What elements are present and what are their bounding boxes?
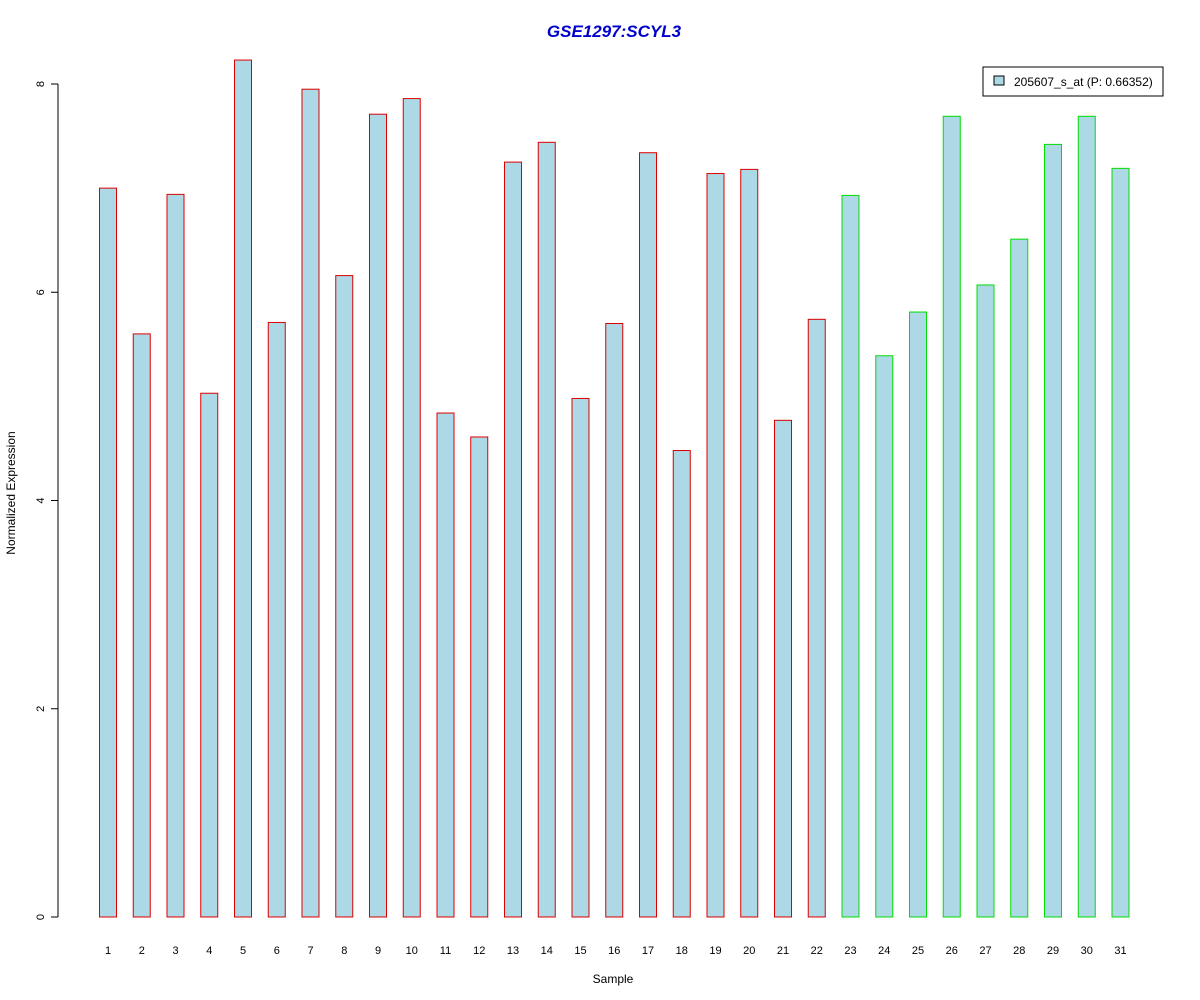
bar-sample-13 [504, 161, 522, 918]
x-tick-label: 7 [307, 945, 313, 957]
x-tick-label: 17 [642, 945, 654, 957]
bar-sample-23 [841, 194, 860, 918]
bar-sample-11 [436, 412, 455, 918]
x-tick-label: 12 [473, 945, 485, 957]
x-tick-label: 23 [844, 945, 856, 957]
x-tick-label: 26 [946, 945, 958, 957]
x-tick-label: 30 [1081, 945, 1093, 957]
y-axis: 0 2 4 6 8 [35, 81, 59, 920]
legend-swatch [993, 75, 1005, 86]
x-tick-label: 11 [440, 945, 451, 957]
x-tick-label: 13 [507, 945, 519, 957]
x-tick-label: 3 [172, 945, 178, 957]
chart-title: GSE1297:SCYL3 [547, 22, 682, 41]
bar-sample-24 [875, 355, 894, 918]
bar-sample-1 [99, 187, 117, 918]
y-tick-label: 0 [35, 914, 47, 920]
x-tick-label: 6 [274, 945, 280, 957]
bar-group [99, 59, 1130, 918]
bar-sample-28 [1010, 238, 1029, 918]
bar-sample-16 [605, 322, 624, 918]
x-tick-label: 19 [709, 945, 721, 957]
bar-sample-22 [807, 318, 826, 918]
x-tick-label: 22 [811, 945, 823, 957]
bar-sample-26 [942, 115, 961, 918]
bar-sample-8 [335, 275, 354, 918]
x-axis-title: Sample [593, 972, 634, 986]
bar-sample-17 [639, 152, 657, 918]
bar-sample-4 [200, 392, 219, 918]
x-tick-label: 15 [574, 945, 586, 957]
x-tick-label: 28 [1013, 945, 1025, 957]
x-tick-label: 16 [608, 945, 620, 957]
bar-sample-7 [301, 88, 320, 918]
x-tick-label: 31 [1114, 945, 1126, 957]
bar-sample-21 [774, 419, 792, 918]
y-tick-label: 8 [35, 81, 47, 87]
legend: 205607_s_at (P: 0.66352) [982, 66, 1164, 97]
bar-sample-31 [1111, 167, 1130, 918]
bar-sample-29 [1044, 143, 1062, 918]
x-tick-label: 4 [206, 945, 212, 957]
x-tick-label: 5 [240, 945, 246, 957]
y-axis-title: Normalized Expression [4, 431, 18, 554]
y-tick-label: 4 [35, 497, 47, 503]
bar-sample-3 [166, 193, 185, 918]
x-tick-label: 8 [341, 945, 347, 957]
x-axis-labels: 1 2 3 4 5 6 7 8 9 10 11 12 13 14 15 16 17 18 19 20 21 22 23 24 2… [105, 945, 1127, 957]
legend-box [982, 66, 1164, 97]
bar-sample-20 [740, 168, 759, 918]
x-tick-label: 2 [139, 945, 145, 957]
bar-sample-27 [976, 284, 995, 918]
bar-sample-5 [234, 59, 252, 918]
bar-sample-30 [1077, 115, 1096, 918]
x-tick-label: 14 [541, 945, 553, 957]
bar-sample-14 [537, 141, 556, 918]
bar-sample-6 [267, 321, 286, 918]
x-tick-label: 10 [406, 945, 418, 957]
x-tick-label: 9 [375, 945, 381, 957]
x-tick-label: 1 [105, 945, 111, 957]
bar-sample-12 [470, 436, 489, 918]
x-tick-label: 25 [912, 945, 924, 957]
x-tick-label: 27 [979, 945, 991, 957]
x-tick-label: 20 [743, 945, 755, 957]
bar-sample-9 [369, 113, 387, 918]
x-tick-label: 21 [777, 945, 789, 957]
bar-sample-19 [706, 173, 725, 918]
y-tick-label: 6 [35, 289, 47, 295]
bar-sample-25 [909, 311, 927, 918]
y-tick-label: 2 [35, 706, 47, 712]
x-tick-label: 29 [1047, 945, 1059, 957]
legend-label: 205607_s_at (P: 0.66352) [1014, 75, 1153, 89]
x-tick-label: 18 [676, 945, 688, 957]
bar-sample-18 [672, 450, 691, 918]
bar-sample-15 [571, 397, 590, 918]
bar-sample-2 [132, 333, 151, 918]
x-tick-label: 24 [878, 945, 890, 957]
bar-sample-10 [402, 98, 421, 918]
